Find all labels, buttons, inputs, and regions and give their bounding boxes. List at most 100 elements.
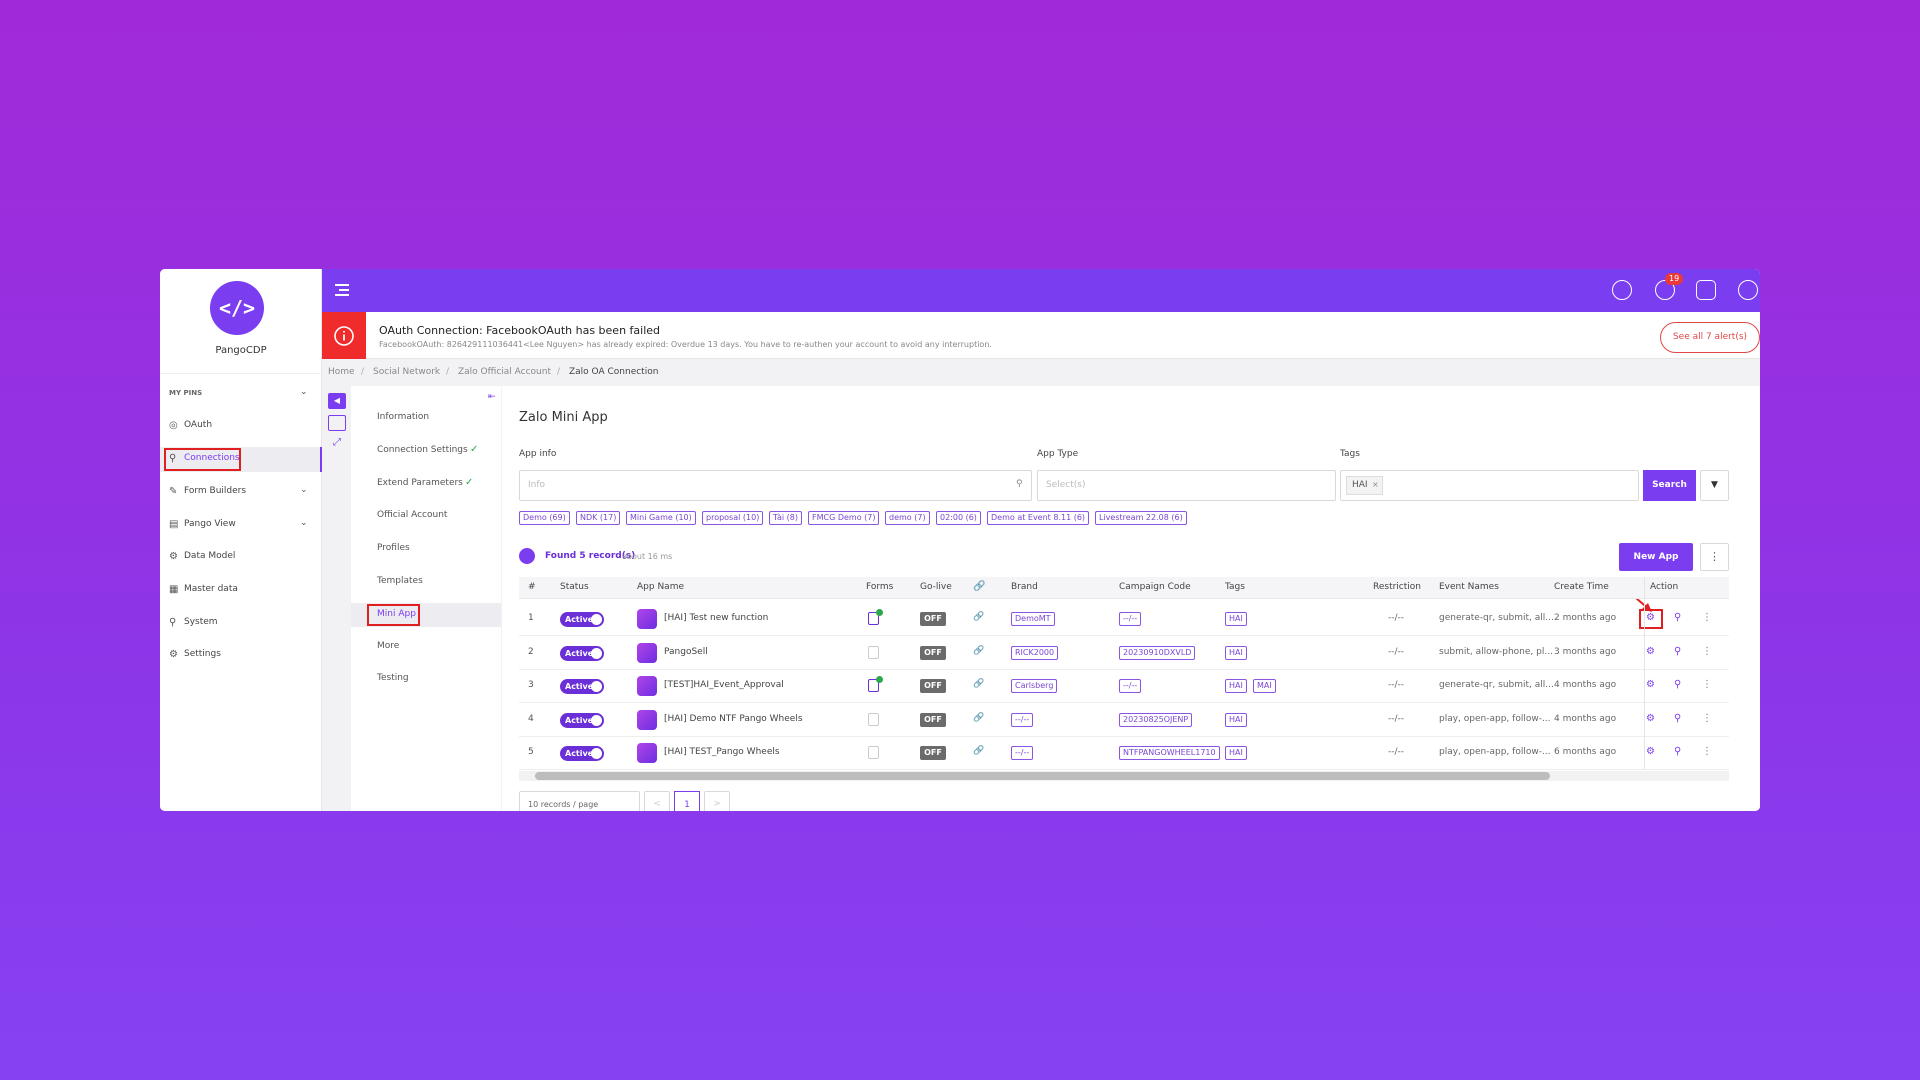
- nav-item[interactable]: Master data: [184, 584, 238, 594]
- status-toggle[interactable]: Active: [560, 712, 604, 728]
- top-icon[interactable]: [1738, 280, 1758, 300]
- breadcrumb-item[interactable]: Zalo Official Account: [458, 367, 551, 377]
- collapse-button[interactable]: ◀: [328, 393, 346, 409]
- more-button[interactable]: ⋮: [1700, 543, 1729, 571]
- campaign-code: NTFPANGOWHEEL1710: [1119, 746, 1220, 760]
- tag-chip[interactable]: Demo (69): [519, 511, 570, 525]
- status-toggle[interactable]: Active: [560, 746, 604, 761]
- forms-icon[interactable]: [868, 712, 879, 726]
- settings-action[interactable]: ⚙: [1646, 679, 1655, 690]
- submenu-item[interactable]: Testing: [377, 673, 409, 683]
- more-action[interactable]: ⋮: [1702, 746, 1712, 757]
- nav-item[interactable]: Data Model: [184, 551, 236, 561]
- link-icon[interactable]: 🔗: [973, 645, 985, 656]
- submenu-item[interactable]: Official Account: [377, 510, 448, 520]
- app-name[interactable]: [HAI] TEST_Pango Wheels: [664, 747, 780, 757]
- column-header: Tags: [1225, 582, 1245, 592]
- forms-icon[interactable]: [868, 612, 879, 625]
- found-icon: [519, 548, 535, 564]
- submenu-item[interactable]: Information: [377, 412, 430, 422]
- chevron: ⌄: [300, 485, 308, 495]
- status-toggle[interactable]: Active: [560, 679, 604, 694]
- svg-text:</>: </>: [219, 296, 255, 320]
- row-tag: HAI: [1225, 712, 1247, 727]
- link-icon[interactable]: 🔗: [973, 746, 985, 756]
- top-icon[interactable]: [1612, 280, 1632, 300]
- more-action[interactable]: ⋮: [1702, 679, 1712, 690]
- tags-select[interactable]: [1340, 470, 1639, 501]
- tag-chip[interactable]: FMCG Demo (7): [808, 511, 880, 525]
- app-info-input[interactable]: [519, 470, 1032, 501]
- link-icon[interactable]: 🔗: [973, 712, 985, 723]
- breadcrumb-item: Zalo OA Connection: [569, 367, 659, 377]
- more-action[interactable]: ⋮: [1702, 645, 1712, 657]
- divider: [160, 373, 322, 374]
- forms-icon[interactable]: [868, 679, 879, 692]
- submenu-item[interactable]: Profiles: [377, 543, 410, 553]
- view-action[interactable]: ⚲: [1674, 679, 1682, 690]
- menu-button[interactable]: [334, 283, 350, 297]
- breadcrumb-item[interactable]: Social Network: [373, 367, 441, 377]
- dropdown-button[interactable]: ▼: [1700, 470, 1729, 501]
- nav-item[interactable]: Pango View: [184, 519, 236, 529]
- settings-action[interactable]: ⚙: [1646, 612, 1655, 623]
- tag-chip[interactable]: Demo at Event 8.11 (6): [987, 511, 1090, 525]
- current-page[interactable]: 1: [674, 791, 700, 811]
- app-name[interactable]: [HAI] Demo NTF Pango Wheels: [664, 713, 803, 724]
- tag-chip[interactable]: NDK (17): [576, 511, 621, 525]
- page-size-select[interactable]: [519, 791, 640, 811]
- link-icon[interactable]: 🔗: [973, 612, 985, 622]
- scrollbar-thumb[interactable]: [535, 772, 1550, 780]
- nav-icon: ⚙: [169, 649, 178, 660]
- link-icon[interactable]: 🔗: [973, 679, 985, 689]
- tool-button[interactable]: [328, 415, 346, 431]
- expand-button[interactable]: ⤢: [333, 437, 341, 448]
- status-toggle[interactable]: Active: [560, 645, 604, 661]
- topbar: [322, 269, 1760, 312]
- prev-page[interactable]: <: [644, 791, 670, 811]
- forms-icon[interactable]: [868, 645, 879, 659]
- view-action[interactable]: ⚲: [1674, 746, 1682, 757]
- settings-action[interactable]: ⚙: [1646, 712, 1655, 724]
- tag-chip[interactable]: Tài (8): [769, 511, 802, 525]
- view-action[interactable]: ⚲: [1674, 645, 1682, 657]
- app-name[interactable]: [HAI] Test new function: [664, 613, 769, 623]
- submenu-item[interactable]: Connection Settings: [377, 445, 468, 455]
- nav-item[interactable]: OAuth: [184, 420, 213, 430]
- create-time: 3 months ago: [1554, 646, 1617, 657]
- submenu-item[interactable]: More: [377, 641, 400, 651]
- more-action[interactable]: ⋮: [1702, 712, 1712, 724]
- breadcrumb-item[interactable]: Home: [328, 367, 355, 377]
- app-name[interactable]: PangoSell: [664, 646, 708, 657]
- status-toggle[interactable]: Active: [560, 612, 604, 627]
- search-button[interactable]: Search: [1643, 470, 1696, 501]
- new-app-button[interactable]: New App: [1619, 543, 1693, 571]
- tag-chip[interactable]: Livestream 22.08 (6): [1095, 511, 1187, 525]
- forms-icon[interactable]: [868, 746, 879, 759]
- tag-chip[interactable]: Mini Game (10): [626, 511, 696, 525]
- view-action[interactable]: ⚲: [1674, 612, 1682, 623]
- tag-chip[interactable]: proposal (10): [702, 511, 764, 525]
- more-action[interactable]: ⋮: [1702, 612, 1712, 623]
- settings-action[interactable]: ⚙: [1646, 645, 1655, 657]
- top-icon[interactable]: [1696, 280, 1716, 300]
- nav-item[interactable]: Form Builders: [184, 486, 247, 496]
- nav-item[interactable]: System: [184, 617, 218, 627]
- tag-chip[interactable]: demo (7): [885, 511, 930, 525]
- next-page[interactable]: >: [704, 791, 730, 811]
- event-names: submit, allow-phone, pl...: [1439, 646, 1553, 657]
- see-alerts-button[interactable]: See all 7 alert(s): [1660, 322, 1760, 353]
- submenu-item[interactable]: Mini App: [377, 609, 416, 619]
- submenu-item[interactable]: Templates: [377, 576, 423, 586]
- tag-chip[interactable]: 02:00 (6): [936, 511, 981, 525]
- app-name[interactable]: [TEST]HAI_Event_Approval: [664, 680, 784, 690]
- view-action[interactable]: ⚲: [1674, 712, 1682, 724]
- nav-item[interactable]: Connections: [184, 453, 240, 463]
- settings-action[interactable]: ⚙: [1646, 746, 1655, 757]
- app-type-select[interactable]: [1037, 470, 1336, 501]
- submenu-item[interactable]: Extend Parameters: [377, 478, 463, 488]
- brand: --/--: [1011, 712, 1034, 727]
- go-live: OFF: [920, 645, 946, 660]
- panel-toggle[interactable]: ⇤: [488, 392, 496, 402]
- nav-item[interactable]: Settings: [184, 649, 221, 659]
